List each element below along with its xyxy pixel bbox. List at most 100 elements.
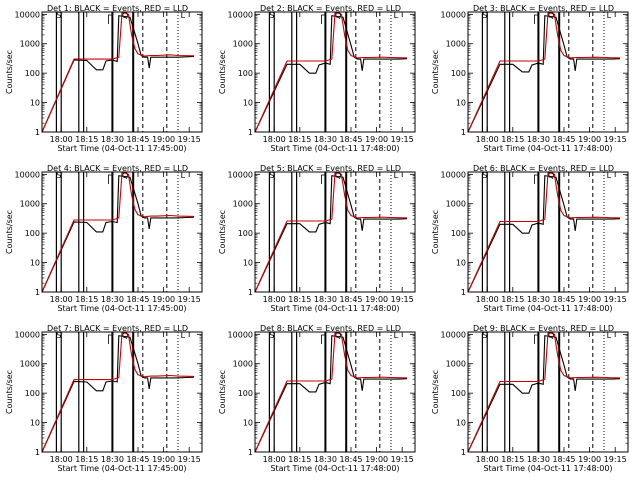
series-events-line — [467, 15, 621, 133]
plot-frame — [254, 11, 416, 133]
y-tick-label: 1000 — [20, 360, 40, 369]
x-tick-label: 19:00 — [365, 295, 388, 304]
y-tick-label: 100 — [238, 389, 253, 398]
marker-label-s: S — [482, 11, 487, 20]
panel-title: Det 9: BLACK = Events, RED = LLD — [473, 324, 614, 333]
x-axis-label: Start Time (04-Oct-11 17:48:00) — [270, 304, 399, 313]
x-tick-label: 19:15 — [391, 295, 414, 304]
series-lld-line — [467, 172, 621, 293]
plot-frame — [467, 11, 629, 133]
y-tick-label: 10000 — [441, 330, 466, 339]
x-tick-label: 18:45 — [552, 135, 575, 144]
x-tick-label: 18:00 — [476, 455, 499, 464]
x-tick-label: 18:30 — [101, 295, 124, 304]
panel-title: Det 7: BLACK = Events, RED = LLD — [47, 324, 188, 333]
series-lld-line — [41, 12, 195, 133]
x-tick-label: 19:15 — [391, 455, 414, 464]
y-tick-label: 10 — [456, 99, 466, 108]
marker-label-l: L — [394, 171, 399, 180]
saa-bracket-icon — [321, 334, 326, 344]
marker-label-s: S — [269, 11, 274, 20]
x-tick-label: 19:15 — [604, 295, 627, 304]
y-tick-label: 1 — [35, 448, 40, 457]
y-tick-label: 10000 — [15, 170, 40, 179]
y-tick-label: 1000 — [233, 200, 253, 209]
y-tick-label: 100 — [238, 69, 253, 78]
x-tick-label: 18:30 — [314, 295, 337, 304]
marker-label-q: Q — [122, 171, 128, 180]
x-tick-label: 18:15 — [501, 295, 524, 304]
saa-bracket-icon — [108, 14, 113, 24]
x-tick-label: 19:00 — [152, 135, 175, 144]
y-tick-label: 10 — [30, 99, 40, 108]
plot-frame — [41, 171, 203, 293]
y-tick-label: 10000 — [15, 330, 40, 339]
x-tick-label: 18:00 — [476, 135, 499, 144]
x-tick-label: 18:30 — [527, 455, 550, 464]
x-axis-label: Start Time (04-Oct-11 17:48:00) — [483, 144, 612, 153]
y-tick-label: 100 — [238, 229, 253, 238]
plot-frame — [254, 171, 416, 293]
marker-label-q: Q — [548, 331, 554, 340]
y-tick-label: 1000 — [233, 360, 253, 369]
x-tick-label: 19:00 — [578, 295, 601, 304]
series-events-line — [467, 335, 621, 453]
y-tick-label: 100 — [25, 389, 40, 398]
x-tick-label: 18:00 — [50, 135, 73, 144]
series-events-line — [41, 175, 195, 293]
x-tick-label: 19:00 — [365, 455, 388, 464]
marker-label-q: Q — [335, 11, 341, 20]
x-axis-label: Start Time (04-Oct-11 17:48:00) — [483, 304, 612, 313]
x-tick-label: 18:15 — [75, 295, 98, 304]
series-events-line — [254, 175, 408, 293]
marker-label-q: Q — [548, 11, 554, 20]
saa-bracket-icon — [534, 334, 539, 344]
y-tick-label: 10000 — [15, 10, 40, 19]
y-tick-label: 100 — [451, 389, 466, 398]
x-tick-label: 18:30 — [527, 295, 550, 304]
y-axis-label: Counts/sec — [218, 370, 227, 414]
y-axis-label: Counts/sec — [218, 50, 227, 94]
panel-title: Det 6: BLACK = Events, RED = LLD — [473, 164, 614, 173]
series-events-line — [467, 175, 621, 293]
y-tick-label: 1000 — [446, 40, 466, 49]
x-tick-label: 19:15 — [604, 455, 627, 464]
saa-bracket-icon — [108, 334, 113, 344]
series-events-line — [254, 15, 408, 133]
y-axis-label: Counts/sec — [5, 370, 14, 414]
panel-title: Det 3: BLACK = Events, RED = LLD — [473, 4, 614, 13]
series-lld-line — [254, 332, 408, 453]
panel-title: Det 8: BLACK = Events, RED = LLD — [260, 324, 401, 333]
y-tick-label: 10 — [30, 419, 40, 428]
y-tick-label: 1 — [248, 288, 253, 297]
panel-title: Det 5: BLACK = Events, RED = LLD — [260, 164, 401, 173]
marker-label-l: L — [181, 11, 186, 20]
x-tick-label: 18:00 — [263, 135, 286, 144]
x-tick-label: 18:45 — [339, 295, 362, 304]
x-tick-label: 18:15 — [75, 455, 98, 464]
y-axis-label: Counts/sec — [5, 210, 14, 254]
marker-label-s: S — [56, 11, 61, 20]
y-tick-label: 1 — [35, 128, 40, 137]
marker-label-s: S — [269, 171, 274, 180]
y-tick-label: 1 — [461, 448, 466, 457]
y-axis-label: Counts/sec — [431, 370, 440, 414]
x-axis-label: Start Time (04-Oct-11 17:45:00) — [57, 304, 186, 313]
y-tick-label: 1 — [248, 128, 253, 137]
plot-frame — [467, 331, 629, 453]
plot-frame — [41, 331, 203, 453]
x-tick-label: 18:45 — [126, 135, 149, 144]
y-tick-label: 10 — [243, 259, 253, 268]
x-tick-label: 19:00 — [578, 455, 601, 464]
saa-bracket-icon — [321, 174, 326, 184]
marker-label-l: L — [394, 331, 399, 340]
marker-label-s: S — [56, 331, 61, 340]
saa-bracket-icon — [321, 14, 326, 24]
series-events-line — [41, 335, 195, 453]
y-tick-label: 10000 — [441, 10, 466, 19]
x-axis-label: Start Time (04-Oct-11 17:48:00) — [270, 464, 399, 473]
